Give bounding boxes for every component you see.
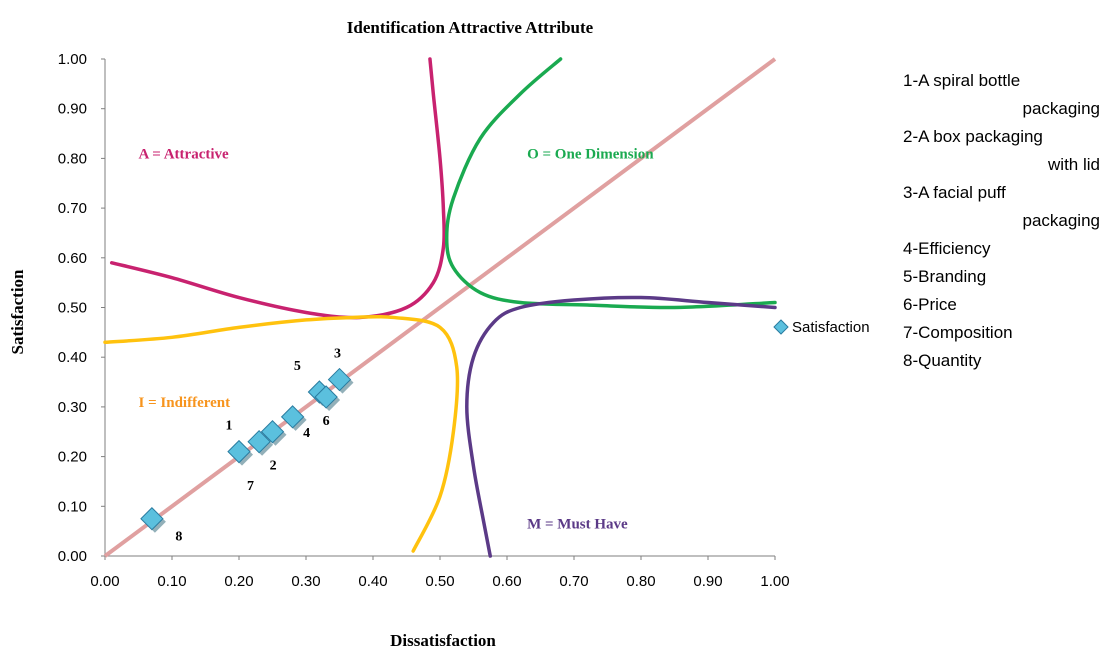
attribute-note: packaging	[1022, 211, 1100, 230]
attribute-note: 1-A spiral bottle	[903, 71, 1020, 90]
y-tick-label: 0.70	[58, 200, 87, 217]
data-point-diamond	[260, 420, 285, 444]
y-tick-label: 0.60	[58, 250, 87, 267]
region-curves	[103, 57, 777, 558]
data-point-label: 1	[226, 419, 233, 434]
y-tick-label: 0.40	[58, 349, 87, 366]
attribute-note: 2-A box packaging	[903, 127, 1043, 146]
data-point-diamond	[247, 429, 271, 454]
data-point-diamond	[314, 385, 338, 409]
chart-title: Identification Attractive Attribute	[347, 18, 594, 37]
y-tick-label: 0.00	[58, 548, 87, 565]
data-point-label: 8	[175, 530, 182, 545]
region-label: I = Indifferent	[139, 395, 231, 411]
x-tick-label: 0.30	[291, 573, 320, 590]
attribute-note: 8-Quantity	[903, 351, 982, 370]
x-axis-title: Dissatisfaction	[390, 631, 496, 650]
attribute-note: 6-Price	[903, 295, 957, 314]
attribute-note: packaging	[1022, 99, 1100, 118]
legend-marker	[773, 319, 789, 335]
y-tick-label: 0.50	[58, 300, 87, 317]
data-point-label: 7	[247, 479, 254, 494]
x-tick-label: 0.90	[693, 573, 722, 590]
attribute-note: 7-Composition	[903, 323, 1013, 342]
region-labels: A = Attractive O = One Dimension I = Indif…	[139, 146, 655, 532]
y-tick-label: 0.10	[58, 498, 87, 515]
region-label: O = One Dimension	[527, 146, 654, 162]
attribute-note: with lid	[1047, 155, 1100, 174]
data-point-label: 4	[303, 426, 310, 441]
x-tick-label: 0.40	[358, 573, 387, 590]
region-label: A = Attractive	[139, 146, 230, 162]
reference-line	[103, 57, 777, 558]
data-point-label: 5	[294, 359, 301, 374]
x-tick-label: 0.70	[559, 573, 588, 590]
curve-region-i	[103, 314, 460, 553]
tick-labels: 0.00 0.10 0.20 0.30 0.40 0.50 0.60 0.70 0.80 0.90…	[58, 51, 790, 590]
y-tick-label: 0.30	[58, 399, 87, 416]
y-tick-label: 0.80	[58, 150, 87, 167]
y-axis-title: Satisfaction	[8, 269, 27, 355]
y-tick-label: 1.00	[58, 51, 87, 68]
data-point-label: 6	[323, 414, 330, 429]
x-tick-label: 1.00	[760, 573, 789, 590]
data-point-label: 3	[334, 347, 341, 362]
x-tick-label: 0.60	[492, 573, 521, 590]
attribute-note: 5-Branding	[903, 267, 986, 286]
data-points: 1 2 3 4 5 6 7 8	[140, 347, 354, 545]
x-tick-label: 0.80	[626, 573, 655, 590]
data-point-diamond	[227, 439, 251, 464]
legend: Satisfaction	[773, 319, 870, 336]
region-label: M = Must Have	[527, 517, 628, 533]
x-tick-label: 0.10	[157, 573, 186, 590]
legend-label: Satisfaction	[792, 319, 870, 336]
curve-region-m	[465, 295, 777, 558]
curve-region-a	[109, 57, 446, 320]
data-point-diamond	[140, 507, 164, 531]
data-point-diamond	[327, 367, 352, 392]
x-tick-label: 0.50	[425, 573, 454, 590]
data-point-diamond	[280, 405, 305, 429]
axes	[101, 58, 776, 560]
x-tick-label: 0.00	[90, 573, 119, 590]
curve-region-o	[444, 57, 777, 310]
x-tick-label: 0.20	[224, 573, 253, 590]
data-point-label: 2	[270, 459, 277, 474]
y-tick-label: 0.20	[58, 449, 87, 466]
attribute-note: 3-A facial puff	[903, 183, 1006, 202]
diagonal-reference-line	[103, 57, 777, 558]
attribute-note: 4-Efficiency	[903, 239, 991, 258]
y-tick-label: 0.90	[58, 101, 87, 118]
